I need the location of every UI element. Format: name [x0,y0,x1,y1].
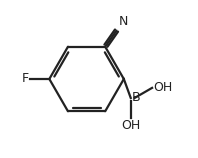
Text: N: N [119,15,129,28]
Text: OH: OH [121,119,140,132]
Text: F: F [22,73,29,85]
Text: B: B [131,91,140,104]
Text: OH: OH [153,81,172,94]
